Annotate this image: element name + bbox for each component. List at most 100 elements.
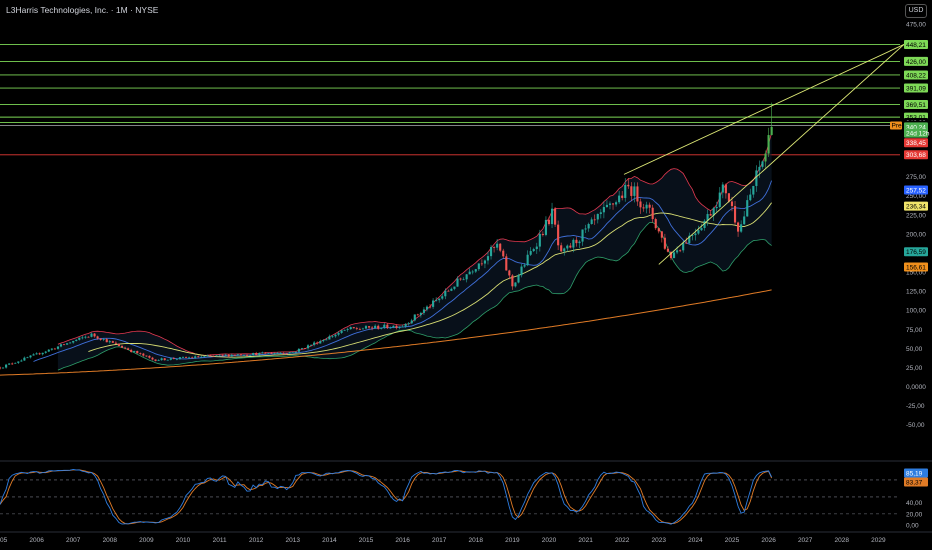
candle-body — [459, 278, 462, 280]
candle-body — [569, 245, 572, 248]
candle-body — [517, 275, 520, 283]
candle-body — [184, 357, 188, 358]
price-tag-bg — [904, 150, 928, 160]
candle-body — [532, 249, 535, 252]
candle-body — [627, 184, 630, 187]
candle-body — [669, 251, 673, 259]
candle-body — [0, 367, 2, 369]
candle-body — [364, 326, 368, 329]
candle-body — [328, 336, 331, 340]
candle-body — [87, 336, 90, 338]
time-tick-label: 2028 — [835, 537, 850, 544]
candle-body — [200, 356, 203, 358]
currency-button[interactable]: USD — [905, 4, 927, 18]
candle-body — [618, 195, 621, 203]
price-tag-label: 303,68 — [906, 152, 926, 159]
candle-body — [151, 357, 154, 360]
candle-body — [178, 357, 182, 359]
candle-body — [32, 354, 35, 356]
candle-body — [215, 355, 218, 357]
candle-body — [599, 212, 602, 214]
candle-body — [236, 354, 239, 356]
candle-body — [502, 250, 505, 257]
candle-body — [407, 323, 410, 325]
candle-body — [227, 354, 230, 357]
time-tick-label: 2022 — [615, 537, 630, 544]
candle-body — [541, 233, 544, 235]
time-tick-label: 2026 — [761, 537, 776, 544]
candle-body — [120, 346, 124, 348]
price-tag-bg — [904, 70, 928, 80]
candle-body — [410, 320, 413, 324]
candle-body — [416, 314, 419, 316]
stochastic-oscillator: 40,00 20,00 0,00 85,19 83,37 — [0, 460, 932, 530]
candle-body — [47, 349, 50, 352]
candle-body — [258, 352, 261, 355]
candle-body — [288, 352, 291, 354]
candle-body — [346, 329, 349, 330]
candle-body — [615, 202, 618, 205]
candle-body — [114, 342, 117, 344]
candle-body — [761, 161, 764, 167]
candle-body — [38, 353, 41, 355]
candle-body — [743, 216, 746, 225]
candle-body — [331, 336, 334, 338]
candle-body — [691, 235, 694, 236]
candle-body — [102, 339, 105, 340]
candle-body — [17, 361, 20, 363]
candle-body — [294, 351, 297, 353]
candle-body — [279, 352, 282, 354]
price-tag-bg — [904, 83, 928, 93]
candle-body — [746, 200, 749, 217]
price-tick-label: 25,00 — [906, 365, 923, 372]
candle-body — [593, 219, 596, 221]
price-tick-label: 275,00 — [906, 174, 926, 181]
candle-body — [239, 354, 243, 356]
candle-body — [41, 352, 44, 355]
candle-body — [316, 342, 319, 344]
candle-body — [14, 362, 17, 364]
candle-body — [93, 333, 96, 337]
candle-body — [108, 341, 111, 343]
stoch-k-line — [0, 468, 773, 525]
candle-body — [78, 337, 81, 340]
candle-body — [386, 324, 389, 329]
time-tick-label: 2019 — [505, 537, 520, 544]
candle-body — [685, 242, 688, 244]
price-tick-label: 150,00 — [906, 270, 926, 277]
time-tick-label: 2010 — [176, 537, 191, 544]
candle-body — [166, 359, 169, 361]
candle-body — [468, 271, 471, 275]
candle-body — [554, 208, 557, 225]
candle-body — [181, 357, 185, 358]
bollinger-bands — [57, 132, 772, 371]
candle-body — [8, 363, 11, 365]
candle-body — [297, 348, 300, 352]
candles — [0, 102, 773, 370]
candle-body — [380, 327, 383, 329]
price-tag-bg — [904, 138, 928, 148]
candle-body — [53, 348, 56, 350]
candle-body — [438, 298, 441, 301]
candle-body — [313, 342, 316, 345]
price-tag-label: 408,22 — [906, 72, 926, 79]
candle-body — [23, 357, 26, 361]
candle-body — [550, 208, 554, 225]
candle-body — [90, 333, 93, 337]
price-tag-bg — [904, 128, 928, 138]
candle-body — [44, 351, 47, 353]
price-tag-bg — [904, 262, 928, 272]
candle-body — [66, 343, 69, 345]
candle-body — [666, 248, 670, 252]
candle-body — [261, 352, 264, 354]
chart-title: L3Harris Technologies, Inc. · 1M · NYSE — [6, 5, 159, 15]
candle-body — [444, 290, 447, 297]
candle-body — [462, 279, 465, 281]
candle-body — [526, 254, 529, 266]
candle-body — [456, 278, 459, 287]
candle-body — [242, 355, 246, 356]
candle-body — [633, 186, 636, 196]
candle-body — [136, 350, 139, 354]
time-tick-label: 2006 — [29, 537, 44, 544]
